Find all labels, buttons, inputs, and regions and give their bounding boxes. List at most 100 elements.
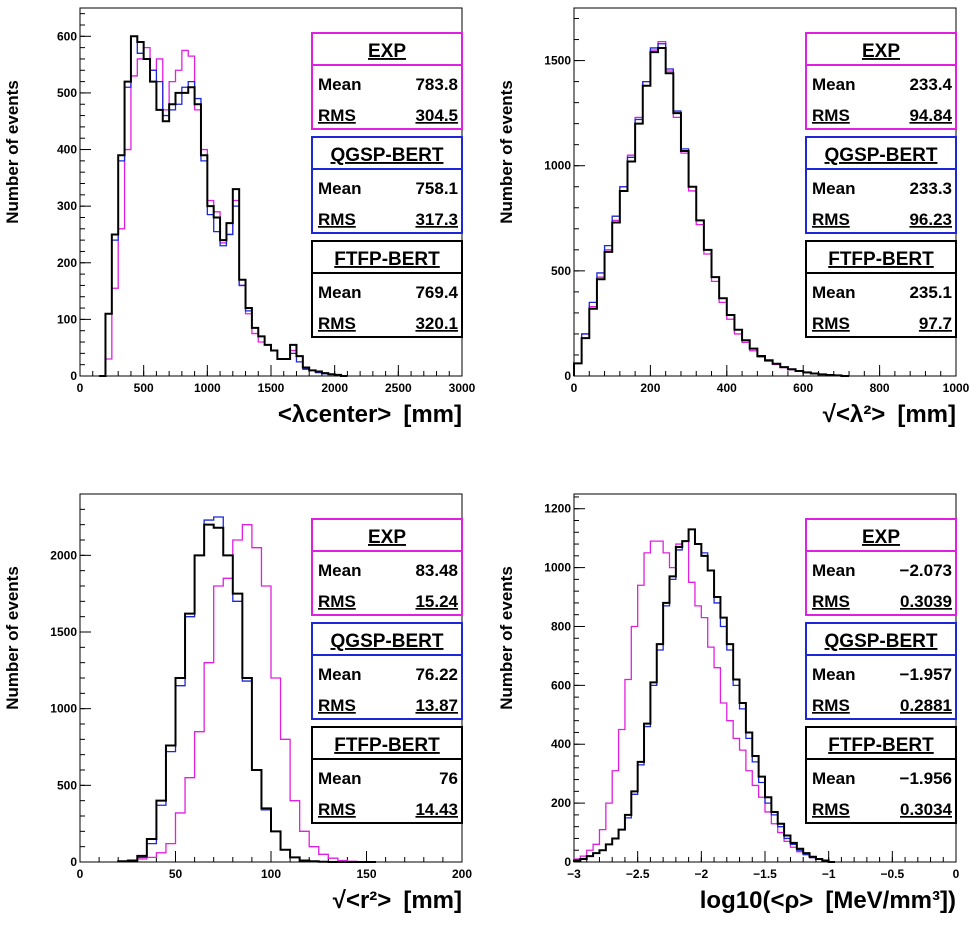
stats-box-frame: [805, 518, 957, 616]
stats-rms-label: RMS: [812, 314, 850, 333]
x-tick-label: 50: [169, 867, 183, 881]
y-tick-label: 600: [57, 29, 77, 43]
histogram-exp: [99, 46, 348, 377]
stats-box-frame: [311, 136, 463, 234]
x-axis-symbol: log10(<ρ>: [700, 887, 814, 914]
stats-rms-label: RMS: [812, 210, 850, 229]
stats-rms-label: RMS: [318, 210, 356, 229]
histogram-panel-1: 0 500 1000 1500 2000 2500 3000 0 100 200 300 400 500…: [3, 7, 476, 428]
stats-mean-value: 76: [439, 769, 458, 788]
stats-box-frame: [311, 32, 463, 130]
stats-mean-label: Mean: [812, 75, 855, 94]
stats-rms-value: 96.23: [909, 210, 952, 229]
x-axis-symbol: √<λ²>: [823, 401, 886, 428]
y-tick-label: 1500: [544, 54, 571, 68]
stats-title: EXP: [862, 41, 900, 62]
stats-mean-value: −1.956: [900, 769, 952, 788]
x-axis-units: [mm]: [403, 401, 462, 428]
histogram-ftfp: [573, 46, 850, 377]
stats-mean-value: 235.1: [909, 283, 952, 302]
stats-mean-value: 783.8: [415, 75, 458, 94]
stats-mean-label: Mean: [318, 75, 361, 94]
stats-rms-label: RMS: [318, 800, 356, 819]
x-axis-units: [MeV/mm³]): [825, 887, 956, 914]
stats-box-qgsp: QGSP-BERT Mean 76.22 RMS 13.87: [311, 622, 463, 720]
stats-box-qgsp: QGSP-BERT Mean 233.3 RMS 96.23: [805, 136, 957, 234]
x-axis-units: [mm]: [897, 401, 956, 428]
stats-mean-label: Mean: [812, 179, 855, 198]
stats-box-frame: [805, 32, 957, 130]
x-axis-title: √<λ²> [mm]: [823, 401, 956, 428]
stats-rms-value: 97.7: [919, 314, 952, 333]
stats-rms-value: 13.87: [415, 696, 458, 715]
histogram-exp: [573, 540, 836, 863]
stats-mean-value: 758.1: [415, 179, 458, 198]
stats-box-exp: EXP Mean 783.8 RMS 304.5: [311, 32, 463, 130]
stats-box-frame: [311, 622, 463, 720]
y-tick-label: 800: [551, 619, 571, 633]
stats-rms-label: RMS: [318, 106, 356, 125]
histogram-ftfp: [573, 528, 836, 863]
y-tick-label: 0: [70, 369, 77, 383]
y-tick-label: 1500: [50, 625, 77, 639]
x-axis-units: [mm]: [403, 887, 462, 914]
stats-title: QGSP-BERT: [331, 631, 444, 652]
stats-box-frame: [805, 726, 957, 824]
stats-title: FTFP-BERT: [334, 249, 440, 270]
stats-title: QGSP-BERT: [825, 631, 938, 652]
stats-mean-label: Mean: [812, 665, 855, 684]
stats-mean-label: Mean: [318, 283, 361, 302]
x-tick-label: 400: [717, 381, 737, 395]
stats-rms-value: 14.43: [415, 800, 458, 819]
y-tick-label: 2000: [50, 548, 77, 562]
x-tick-label: −0.5: [880, 867, 904, 881]
stats-mean-label: Mean: [318, 769, 361, 788]
y-tick-label: 1200: [544, 502, 571, 516]
y-tick-label: 0: [564, 369, 571, 383]
x-tick-label: 2000: [321, 381, 348, 395]
x-axis-title: √<r²> [mm]: [333, 887, 462, 914]
histogram-qgsp: [99, 35, 348, 377]
stats-rms-label: RMS: [318, 314, 356, 333]
stats-box-frame: [311, 518, 463, 616]
stats-mean-value: 769.4: [415, 283, 458, 302]
stats-box-frame: [805, 622, 957, 720]
stats-box-ftfp: FTFP-BERT Mean −1.956 RMS 0.3034: [805, 726, 957, 824]
stats-title: FTFP-BERT: [828, 249, 934, 270]
x-tick-label: 600: [793, 381, 813, 395]
stats-mean-value: −2.073: [900, 561, 952, 580]
stats-box-ftfp: FTFP-BERT Mean 769.4 RMS 320.1: [311, 240, 463, 338]
x-tick-label: 2500: [385, 381, 412, 395]
x-tick-label: −1.5: [753, 867, 777, 881]
stats-box-exp: EXP Mean 233.4 RMS 94.84: [805, 32, 957, 130]
stats-title: QGSP-BERT: [825, 145, 938, 166]
stats-mean-label: Mean: [812, 283, 855, 302]
stats-box-frame: [805, 136, 957, 234]
stats-rms-label: RMS: [318, 592, 356, 611]
y-tick-label: 400: [551, 737, 571, 751]
y-tick-label: 500: [57, 778, 77, 792]
x-tick-label: 0: [571, 381, 578, 395]
stats-mean-label: Mean: [812, 769, 855, 788]
stats-title: FTFP-BERT: [828, 735, 934, 756]
stats-box-qgsp: QGSP-BERT Mean 758.1 RMS 317.3: [311, 136, 463, 234]
stats-box-frame: [805, 240, 957, 338]
x-tick-label: 800: [870, 381, 890, 395]
x-tick-label: −2.5: [626, 867, 650, 881]
stats-mean-value: 233.3: [909, 179, 952, 198]
stats-mean-value: 233.4: [909, 75, 952, 94]
x-tick-label: 3000: [449, 381, 476, 395]
y-tick-label: 300: [57, 199, 77, 213]
stats-title: EXP: [368, 527, 406, 548]
y-tick-label: 400: [57, 143, 77, 157]
x-tick-label: 150: [356, 867, 376, 881]
y-tick-label: 500: [551, 264, 571, 278]
histogram-qgsp: [573, 528, 836, 863]
y-axis-title: Number of events: [497, 566, 516, 710]
y-tick-label: 1000: [544, 159, 571, 173]
stats-rms-label: RMS: [812, 800, 850, 819]
stats-title: EXP: [862, 527, 900, 548]
x-tick-label: 1500: [258, 381, 285, 395]
